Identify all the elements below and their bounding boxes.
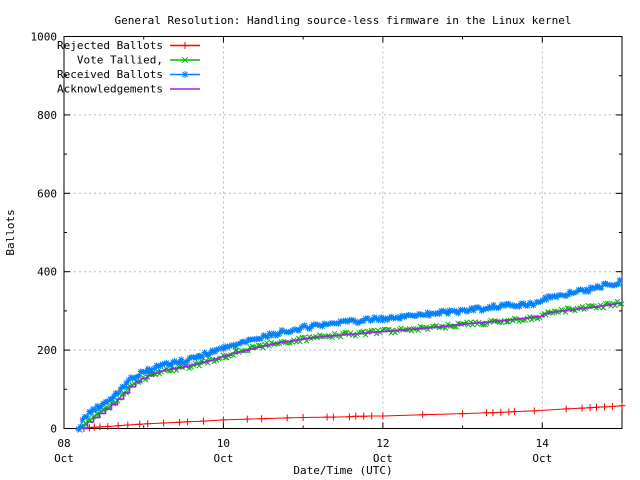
y-tick-label: 1000	[31, 31, 58, 44]
y-tick-label: 0	[50, 423, 57, 436]
legend-label-rejected-ballots: Rejected Ballots	[57, 39, 163, 52]
legend-marker-rejected-ballots	[181, 42, 189, 49]
legend-label-vote-tallied: Vote Tallied,	[77, 54, 163, 67]
x-tick-label-day: 14	[536, 437, 550, 450]
legend-marker-vote-tallied	[181, 56, 189, 64]
x-axis-label: Date/Time (UTC)	[293, 464, 392, 477]
y-tick-label: 800	[37, 109, 57, 122]
x-tick-label-day: 12	[376, 437, 389, 450]
series-acknowledgements	[81, 302, 623, 430]
chart-title: General Resolution: Handling source-less…	[115, 14, 572, 27]
gridlines	[64, 36, 622, 429]
line-acknowledgements	[81, 302, 623, 430]
line-rejected-ballots	[83, 405, 623, 429]
markers-received-ballots	[75, 277, 623, 432]
markers-rejected-ballots	[80, 402, 626, 432]
x-tick-label-month: Oct	[532, 452, 552, 465]
chart-generated-content: 0 200 400 600 800 1000 08 Oct 10 Oct 12 Oct 14 Oct Rej…	[31, 31, 626, 465]
x-tick-label-day: 10	[217, 437, 230, 450]
legend-marker-received-ballots	[181, 71, 189, 78]
y-tick-label: 400	[37, 266, 57, 279]
y-tick-label: 600	[37, 187, 57, 200]
x-tick-label-month: Oct	[54, 452, 74, 465]
legend: Rejected Ballots Vote Tallied,Received Ba…	[57, 39, 200, 96]
legend-label-received-ballots: Received Ballots	[57, 68, 163, 81]
x-tick-label-day: 08	[57, 437, 70, 450]
legend-label-acknowledgements: Acknowledgements	[57, 83, 163, 96]
series-rejected-ballots	[80, 402, 626, 432]
series-received-ballots	[75, 277, 623, 432]
axes: 0 200 400 600 800 1000 08 Oct 10 Oct 12 Oct 14 Oct	[31, 31, 623, 465]
y-tick-label: 200	[37, 344, 57, 357]
x-tick-label-month: Oct	[213, 452, 233, 465]
y-axis-label: Ballots	[4, 209, 17, 255]
x-tick-label-month: Oct	[373, 452, 393, 465]
